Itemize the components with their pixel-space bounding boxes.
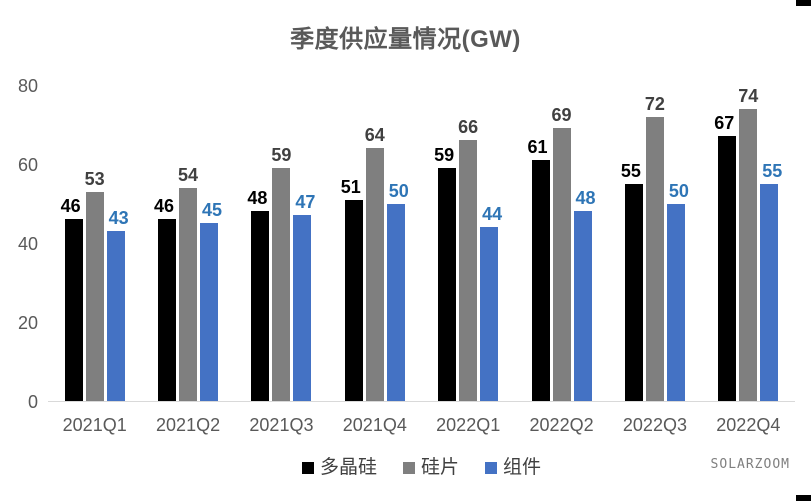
bar-value-label: 66: [458, 117, 479, 138]
bar-value-label: 48: [247, 188, 268, 209]
bar-value-label: 64: [364, 125, 385, 146]
bar-硅片-2021Q2: 54: [178, 166, 198, 401]
bar-多晶硅-2022Q1: 59: [434, 146, 457, 401]
plot-area: 46 53 43 46 54 45 48 59 47 51 64 50 59 66 44 61 69 48 55 72…: [48, 86, 795, 402]
bar-硅片-2021Q4: 64: [365, 126, 385, 401]
bar-多晶硅-2021Q1: 46: [61, 197, 83, 401]
bar-value-label: 53: [84, 168, 105, 189]
legend-swatch-icon: [485, 461, 497, 474]
bar-value-label: 51: [340, 176, 361, 197]
bar-group-2022Q2: 61 69 48: [515, 86, 608, 401]
bar-硅片-2021Q1: 53: [85, 170, 105, 401]
bar-value-label: 44: [482, 204, 503, 225]
y-tick-label-60: 60: [17, 155, 38, 175]
bar-多晶硅-2021Q4: 51: [341, 178, 363, 401]
legend-item-多晶硅: 多晶硅: [301, 457, 377, 478]
bar-value-label: 50: [388, 180, 409, 201]
bar-硅片-2022Q4: 74: [738, 87, 758, 401]
bar-value-label: 47: [295, 192, 316, 213]
bar-组件-2022Q2: 48: [573, 189, 596, 401]
bar-组件-2022Q1: 44: [480, 205, 502, 401]
x-tick-label-2022Q2: 2022Q2: [529, 415, 594, 435]
bar-group-2021Q2: 46 54 45: [141, 86, 234, 401]
bar-group-2022Q4: 67 74 55: [702, 86, 795, 401]
bar-value-label: 54: [178, 164, 199, 185]
bar-group-2021Q4: 51 64 50: [328, 86, 421, 401]
bar-value-label: 59: [271, 144, 292, 165]
x-tick-label-2021Q4: 2021Q4: [342, 415, 407, 435]
bar-组件-2021Q4: 50: [386, 182, 409, 401]
bar-多晶硅-2021Q3: 48: [247, 189, 270, 401]
bar-多晶硅-2021Q2: 46: [154, 197, 177, 401]
bar-group-2021Q3: 48 59 47: [235, 86, 328, 401]
legend-label: 硅片: [420, 457, 459, 478]
bar-value-label: 72: [644, 93, 665, 114]
legend-label: 多晶硅: [319, 457, 377, 478]
bar-value-label: 43: [108, 208, 129, 229]
x-axis: 2021Q1 2021Q2 2021Q3 2021Q4 2022Q1 2022Q2 2022…: [48, 415, 795, 436]
chart-title: 季度供应量情况(GW): [290, 26, 521, 53]
bar-value-label: 46: [60, 196, 81, 217]
corner-mark-top-right: [796, 0, 811, 6]
legend-label: 组件: [503, 457, 542, 478]
x-tick-label-2022Q3: 2022Q3: [622, 415, 687, 435]
bar-value-label: 48: [575, 188, 596, 209]
x-tick-label-2021Q3: 2021Q3: [249, 415, 314, 435]
legend: 多晶硅 硅片 组件: [48, 458, 795, 477]
bar-value-label: 74: [738, 85, 759, 106]
legend-swatch-icon: [301, 461, 314, 474]
bar-value-label: 55: [620, 160, 641, 181]
bar-value-label: 61: [527, 137, 548, 158]
bar-组件-2021Q3: 47: [293, 193, 315, 401]
bar-group-2022Q3: 55 72 50: [608, 86, 701, 401]
legend-item-硅片: 硅片: [402, 457, 459, 478]
y-tick-label-20: 20: [17, 313, 38, 333]
bar-组件-2021Q1: 43: [106, 209, 129, 401]
y-tick-label-80: 80: [17, 76, 38, 96]
bar-多晶硅-2022Q3: 55: [621, 162, 643, 401]
x-tick-label-2021Q1: 2021Q1: [62, 415, 127, 435]
bar-value-label: 69: [551, 105, 572, 126]
x-tick-label-2022Q4: 2022Q4: [716, 415, 781, 435]
legend-item-组件: 组件: [485, 458, 541, 477]
y-tick-label-40: 40: [17, 234, 38, 254]
bar-value-label: 50: [668, 180, 689, 201]
bar-value-label: 59: [434, 144, 455, 165]
bar-硅片-2022Q2: 69: [552, 106, 572, 401]
bar-value-label: 45: [202, 200, 223, 221]
bar-value-label: 67: [714, 113, 735, 134]
corner-mark-bottom-right: [796, 495, 811, 501]
bar-value-label: 46: [154, 196, 175, 217]
bar-硅片-2022Q3: 72: [645, 95, 665, 401]
bar-组件-2021Q2: 45: [200, 201, 222, 401]
x-tick-label-2021Q2: 2021Q2: [156, 415, 221, 435]
bar-硅片-2021Q3: 59: [271, 146, 291, 401]
bar-group-2021Q1: 46 53 43: [48, 86, 141, 401]
bar-硅片-2022Q1: 66: [458, 118, 478, 401]
bar-value-label: 55: [762, 160, 783, 181]
watermark-text: SOLARZOOM: [710, 457, 790, 472]
bar-group-2022Q1: 59 66 44: [422, 86, 515, 401]
x-tick-label-2022Q1: 2022Q1: [436, 415, 501, 435]
y-tick-label-0: 0: [27, 392, 38, 412]
bar-多晶硅-2022Q4: 67: [714, 114, 737, 401]
y-axis: 0 20 40 60 80: [0, 0, 38, 502]
bar-组件-2022Q4: 55: [760, 162, 782, 401]
bar-多晶硅-2022Q2: 61: [528, 138, 550, 401]
bar-组件-2022Q3: 50: [666, 182, 689, 401]
legend-swatch-icon: [402, 461, 415, 474]
